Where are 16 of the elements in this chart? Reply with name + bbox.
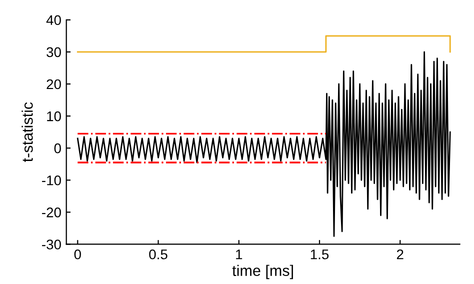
y-tick-label: -10	[42, 175, 61, 186]
y-tick-label: 0	[54, 143, 61, 154]
x-tick-label: 0.5	[149, 249, 168, 260]
y-tick-label: 20	[46, 79, 61, 90]
x-tick-label: 1	[236, 250, 242, 260]
y-tick-label: 40	[46, 15, 61, 26]
y-tick-label: -30	[42, 240, 61, 250]
y-tick-label: -20	[42, 208, 61, 218]
x-tick-label: 0	[74, 249, 81, 260]
line-series	[76, 51, 451, 237]
x-tick-label: 2	[396, 249, 404, 260]
y-axis-title: t-statistic	[22, 102, 33, 162]
y-tick-label: 10	[47, 111, 61, 122]
x-axis-title: time [ms]	[232, 264, 293, 280]
y-tick-label: 30	[46, 47, 61, 58]
x-tick-label: 1.5	[310, 250, 329, 260]
